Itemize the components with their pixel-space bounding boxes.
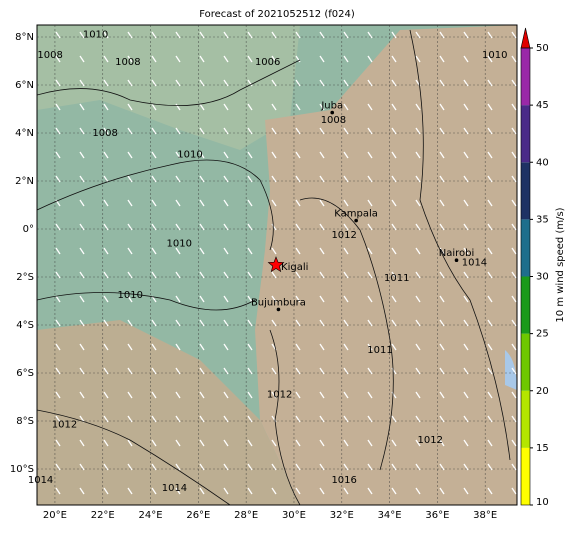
- colorbar-segment: [521, 219, 530, 277]
- city-dot: [330, 110, 335, 115]
- isobar-label: 1010: [482, 50, 507, 61]
- title: Forecast of 2021052512 (f024): [199, 9, 355, 20]
- colorbar-tick-label: 15: [536, 443, 549, 454]
- city-dot: [454, 258, 459, 263]
- colorbar-segment: [521, 105, 530, 163]
- colorbar-segment: [521, 276, 530, 334]
- isobar-label: 1011: [384, 273, 409, 284]
- isobar-label: 1014: [28, 475, 53, 486]
- lon-tick-label: 28°E: [234, 510, 258, 521]
- isobar-label: 1010: [118, 290, 143, 301]
- colorbar-tick-label: 35: [536, 214, 549, 225]
- contour: [37, 292, 256, 311]
- lat-tick-label: 4°N: [15, 128, 34, 139]
- lon-tick-label: 32°E: [330, 510, 354, 521]
- colorbar-tick-label: 25: [536, 329, 549, 340]
- colorbar-segment: [521, 162, 530, 220]
- colorbar-label: 10 m wind speed (m/s): [555, 207, 566, 322]
- map-frame: [36, 24, 518, 506]
- lon-tick-label: 30°E: [282, 510, 306, 521]
- lat-tick-label: 6°N: [15, 80, 34, 91]
- lon-tick-label: 20°E: [43, 510, 67, 521]
- marker-label: Kigali: [281, 262, 308, 273]
- location-marker: [267, 256, 285, 273]
- contour: [409, 29, 511, 461]
- city-dot: [354, 218, 358, 223]
- lat-tick-label: 8°N: [15, 32, 34, 43]
- lat-tick-label: 0°: [23, 224, 34, 235]
- colorbar-tick-label: 10: [536, 497, 549, 508]
- isobar-label: 1008: [321, 115, 346, 126]
- colorbar-tick-label: 40: [536, 157, 549, 168]
- contour: [37, 59, 301, 107]
- colorbar-extend: [520, 27, 531, 49]
- isobar-label: 1008: [92, 128, 117, 139]
- isobar-label: 1014: [462, 258, 487, 269]
- isobar-label: 1012: [418, 435, 443, 446]
- city-dot: [276, 307, 281, 312]
- colorbar-segment: [521, 333, 530, 391]
- isobar-label: 1011: [367, 345, 392, 356]
- isobar-label: 1014: [162, 483, 187, 494]
- colorbar-tick-label: 20: [536, 386, 549, 397]
- isobar-label: 1012: [331, 230, 356, 241]
- city-label: Bujumbura: [251, 297, 306, 308]
- lon-tick-label: 24°E: [139, 510, 163, 521]
- lat-tick-label: 10°S: [10, 464, 34, 475]
- isobar-label: 1010: [177, 150, 202, 161]
- colorbar-segment: [521, 447, 530, 505]
- colorbar-tick-label: 45: [536, 100, 549, 111]
- lon-tick-label: 22°E: [91, 510, 115, 521]
- colorbar-segment: [521, 48, 530, 106]
- lon-tick-label: 36°E: [425, 510, 449, 521]
- colorbar-tick-label: 50: [536, 43, 549, 54]
- isobar-label: 1010: [83, 30, 108, 41]
- lon-tick-label: 26°E: [186, 510, 210, 521]
- lon-tick-label: 34°E: [378, 510, 402, 521]
- isobar-label: 1012: [52, 420, 77, 431]
- city-label: Juba: [320, 101, 343, 112]
- isobar-label: 1010: [167, 238, 192, 249]
- contour: [269, 329, 301, 505]
- isobar-label: 1008: [37, 50, 62, 61]
- city-label: Kampala: [334, 209, 378, 220]
- lat-tick-label: 4°S: [16, 320, 34, 331]
- isobar-label: 1008: [115, 57, 140, 68]
- lat-tick-label: 8°S: [16, 416, 34, 427]
- colorbar-tick-label: 30: [536, 272, 549, 283]
- city-label: Nairobi: [439, 248, 475, 259]
- isobar-label: 1006: [255, 57, 280, 68]
- isobar-label: 1016: [331, 475, 356, 486]
- contour: [37, 409, 231, 505]
- contour: [37, 159, 274, 251]
- lat-tick-label: 2°N: [15, 176, 34, 187]
- isobar-label: 1012: [267, 390, 292, 401]
- lat-tick-label: 6°S: [16, 368, 34, 379]
- lat-tick-label: 2°S: [16, 272, 34, 283]
- lon-tick-label: 38°E: [473, 510, 497, 521]
- colorbar-segment: [521, 390, 530, 448]
- contour: [299, 197, 394, 471]
